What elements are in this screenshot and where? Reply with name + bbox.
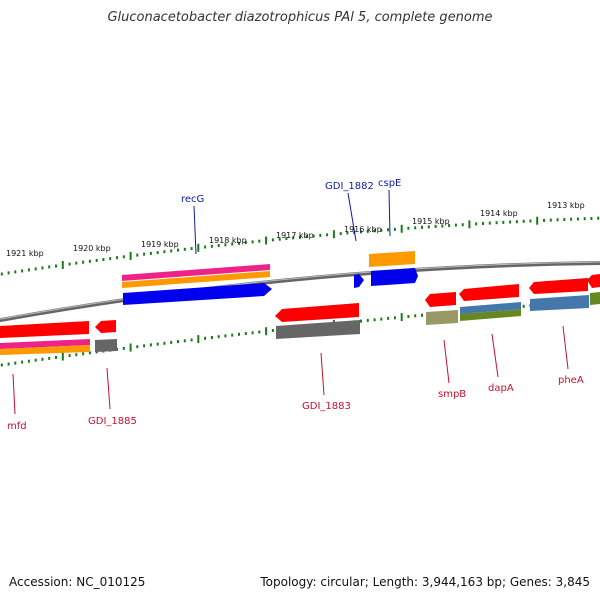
kbp-label: 1915 kbp: [412, 217, 450, 226]
kbp-ruler-top: [0, 216, 600, 276]
gene-recG-blue[interactable]: [123, 283, 272, 305]
gene-pheA-red[interactable]: [529, 278, 588, 294]
leader-line-smpB: [443, 339, 450, 384]
gene-label-mfd[interactable]: mfd: [7, 421, 27, 432]
gene-dapA-red[interactable]: [459, 284, 519, 301]
kbp-label: 1921 kbp: [6, 249, 44, 258]
gene-GDI_1883-gray[interactable]: [276, 320, 360, 339]
gene-GDI_1885-gray[interactable]: [95, 339, 117, 352]
gene-recG-orange[interactable]: [122, 271, 270, 288]
gene-label-cspE[interactable]: cspE: [378, 178, 401, 189]
gene-label-pheA[interactable]: pheA: [558, 375, 584, 386]
kbp-label: 1914 kbp: [480, 209, 518, 218]
gene-smpB-red[interactable]: [425, 292, 456, 307]
gene-GDI_1885-red[interactable]: [95, 320, 116, 333]
gene-cspE-blue[interactable]: [371, 268, 418, 286]
kbp-label: 1920 kbp: [73, 244, 111, 253]
genome-backbone-highlight: [0, 261, 600, 320]
gene-label-smpB[interactable]: smpB: [438, 389, 466, 400]
kbp-label: 1918 kbp: [209, 236, 247, 245]
leader-line-cspE: [388, 189, 391, 237]
topology-text: Topology: circular; Length: 3,944,163 bp…: [260, 575, 590, 589]
gene-label-recG[interactable]: recG: [181, 194, 204, 205]
accession-text: Accession: NC_010125: [9, 575, 146, 589]
kbp-label: 1919 kbp: [141, 240, 179, 249]
leader-line-GDI_1882: [347, 192, 357, 242]
leader-line-mfd: [12, 373, 16, 415]
genome-backbone: [0, 261, 600, 323]
gene-pheA-steelblue[interactable]: [530, 295, 589, 311]
gene-GDI_1883-red[interactable]: [275, 303, 359, 322]
leader-line-dapA: [491, 333, 499, 378]
kbp-label: 1913 kbp: [547, 201, 585, 210]
leader-line-GDI_1885: [106, 367, 111, 410]
gene-GDI_1882[interactable]: [354, 274, 364, 288]
page-title: Gluconacetobacter diazotrophicus PAl 5, …: [107, 10, 493, 25]
gene-mfd-red[interactable]: [0, 321, 89, 338]
gene-label-GDI_1883[interactable]: GDI_1883: [302, 401, 351, 412]
gene-recG-magenta[interactable]: [122, 264, 270, 281]
gene-cspE-orange[interactable]: [369, 251, 415, 267]
leader-line-pheA: [562, 325, 569, 370]
gene-partial-green[interactable]: [590, 292, 600, 305]
gene-label-GDI_1882[interactable]: GDI_1882: [325, 181, 374, 192]
kbp-label: 1917 kbp: [276, 231, 314, 240]
gene-smpB-olive[interactable]: [426, 310, 458, 325]
kbp-label: 1916 kbp: [344, 225, 382, 234]
gene-label-GDI_1885[interactable]: GDI_1885: [88, 416, 137, 427]
gene-dapA-steelblue[interactable]: [460, 302, 521, 314]
gene-mfd-orange[interactable]: [0, 345, 90, 355]
gene-dapA-green[interactable]: [460, 309, 521, 321]
gene-label-dapA[interactable]: dapA: [488, 383, 514, 394]
leader-line-recG: [193, 205, 197, 255]
leader-line-GDI_1883: [320, 352, 325, 396]
gene-mfd-magenta[interactable]: [0, 339, 90, 349]
gene-partial-red[interactable]: [587, 274, 600, 288]
